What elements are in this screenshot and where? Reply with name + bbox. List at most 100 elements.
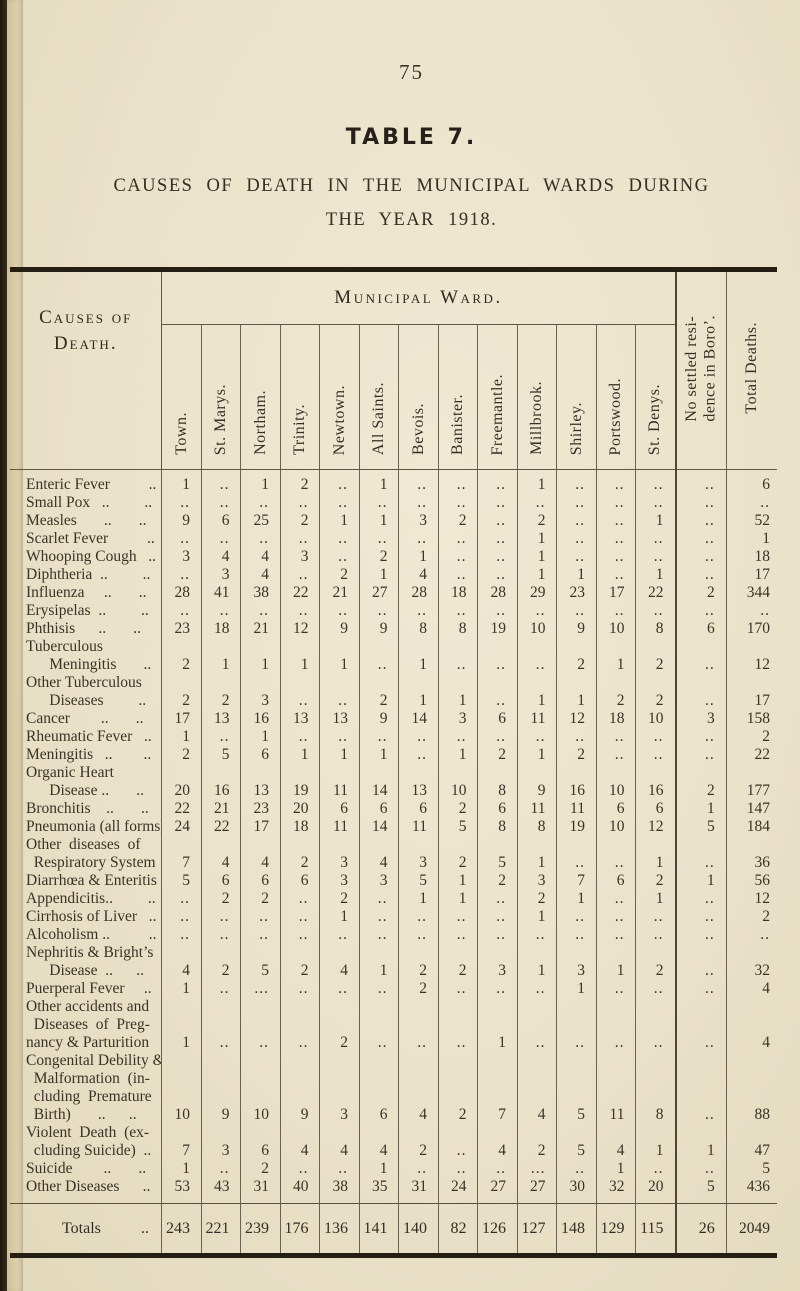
cell-value: 1	[655, 1142, 664, 1159]
cell-value: 1	[537, 476, 546, 493]
ward-death-count: 2	[279, 836, 320, 872]
total-deaths-value: 1	[725, 530, 777, 548]
cell-value: ..	[496, 566, 506, 583]
cell-value: 2	[182, 656, 190, 673]
cell-value: ..	[653, 926, 664, 943]
cell-value: ..	[496, 656, 506, 673]
cell-value: 1	[762, 530, 770, 547]
ward-death-count: 1	[635, 1124, 676, 1160]
cell-value: 6	[379, 1106, 388, 1123]
cell-value: 2	[537, 512, 546, 529]
ward-death-count: ..	[477, 566, 518, 584]
cell-value: 6	[261, 746, 269, 763]
ward-death-count: 1	[516, 746, 557, 764]
ward-column-label: Banister.	[449, 394, 467, 455]
ward-death-count: ..	[319, 530, 360, 548]
cell-value: 9	[537, 782, 546, 799]
ward-death-count: 5	[556, 1124, 597, 1160]
ward-death-count: 11	[319, 818, 360, 836]
ward-death-count: ..	[556, 469, 597, 494]
cell-value: 27	[529, 1178, 546, 1195]
cell-value: 22	[213, 818, 230, 835]
cell-value: ..	[653, 530, 664, 547]
cause-of-death-label: Diarrhœa & Enteritis	[10, 872, 162, 890]
ward-death-count: 17	[595, 584, 636, 602]
cell-value: 3	[182, 548, 190, 565]
ward-column-label: Portswood.	[607, 377, 625, 455]
cell-value: ..	[653, 728, 664, 745]
cell-value: ..	[417, 926, 427, 943]
cause-of-death-label: Enteric Fever ..	[10, 470, 162, 495]
cell-value: 10	[529, 620, 546, 637]
ward-death-count: ..	[595, 890, 636, 908]
cell-value: ..	[417, 1160, 427, 1177]
cell-value: 11	[333, 818, 348, 835]
cell-value: 7	[498, 1106, 506, 1123]
ward-death-count: ..	[161, 566, 202, 584]
ward-death-count: 5	[556, 1052, 597, 1124]
cell-value: ..	[377, 926, 388, 943]
corner-header-cell: Causes of Death.	[10, 269, 163, 470]
total-deaths-value: 12	[725, 638, 777, 674]
ward-death-count: ..	[279, 530, 320, 548]
cell-value: 158	[746, 710, 770, 727]
cell-value: 10	[174, 1106, 190, 1123]
cell-value: ...	[254, 980, 269, 997]
cell-value: 2	[221, 962, 230, 979]
ward-death-count: 12	[556, 710, 597, 728]
cell-value: ..	[180, 602, 190, 619]
cell-value: 1	[182, 1160, 190, 1177]
cell-value: ..	[575, 530, 585, 547]
cell-value: 12	[648, 818, 664, 835]
ward-death-count: ..	[398, 998, 439, 1052]
ward-death-count: 25	[240, 512, 281, 530]
cell-value: ..	[496, 926, 506, 943]
ward-death-count: 22	[635, 584, 676, 602]
cause-of-death-label: Other accidents and Diseases of Preg- na…	[10, 998, 162, 1052]
cause-of-death-text: Congenital Debility & Malformation (in- …	[26, 1052, 161, 1123]
cell-value: 1	[261, 728, 269, 745]
table-row: Tuberculous Meningitis .. 2 1 1 1 1.. 1...... 2…	[10, 638, 777, 674]
ward-death-count: 3	[279, 548, 320, 566]
municipal-ward-group-header: Municipal Ward.	[161, 269, 676, 325]
cell-value: 32	[608, 1178, 625, 1195]
ward-death-count: 9	[319, 620, 360, 638]
cell-value: 1	[340, 746, 348, 763]
cause-of-death-label: Whooping Cough ..	[10, 548, 162, 566]
cause-of-death-text: Pneumonia (all forms)	[26, 818, 162, 835]
cell-value: ..	[417, 476, 427, 493]
ward-column-label: Town.	[172, 412, 190, 455]
ward-death-count: 1	[674, 1124, 727, 1160]
ward-death-count: ..	[161, 908, 202, 926]
ward-death-count: 1	[358, 1160, 399, 1178]
ward-death-count: 41	[200, 584, 241, 602]
cell-value: ..	[219, 530, 230, 547]
cell-value: ..	[456, 566, 467, 583]
cell-value: ..	[456, 1142, 467, 1159]
cause-of-death-text: Phthisis .. ..	[26, 620, 141, 637]
ward-death-count: ..	[674, 602, 727, 620]
cell-value: 5	[458, 818, 467, 835]
cell-value: ..	[704, 1106, 715, 1123]
cell-value: 6	[221, 512, 230, 529]
ward-death-count: 1	[516, 908, 557, 926]
ward-death-count: 13	[319, 710, 360, 728]
cell-value: 8	[655, 1106, 664, 1123]
cell-value: 4	[261, 548, 269, 565]
cell-value: ..	[575, 476, 585, 493]
table-row: Suicide .. .. 1.. 2.... 1........... 1.... 5	[10, 1160, 777, 1178]
ward-death-count: ..	[595, 566, 636, 584]
ward-death-count: 43	[200, 1178, 241, 1204]
cell-value: 6	[340, 800, 348, 817]
ward-death-count: ..	[437, 548, 478, 566]
total-deaths-value: 52	[725, 512, 777, 530]
cell-value: 1	[577, 890, 585, 907]
ward-death-count: 6	[200, 512, 241, 530]
cause-of-death-label: Tuberculous Meningitis ..	[10, 638, 162, 674]
cell-value: 40	[292, 1178, 309, 1195]
ward-total-value: 82	[437, 1203, 478, 1256]
cell-value: 13	[213, 710, 230, 727]
cell-value: 19	[292, 782, 309, 799]
cell-value: ..	[575, 512, 585, 529]
ward-death-count: ..	[358, 908, 399, 926]
